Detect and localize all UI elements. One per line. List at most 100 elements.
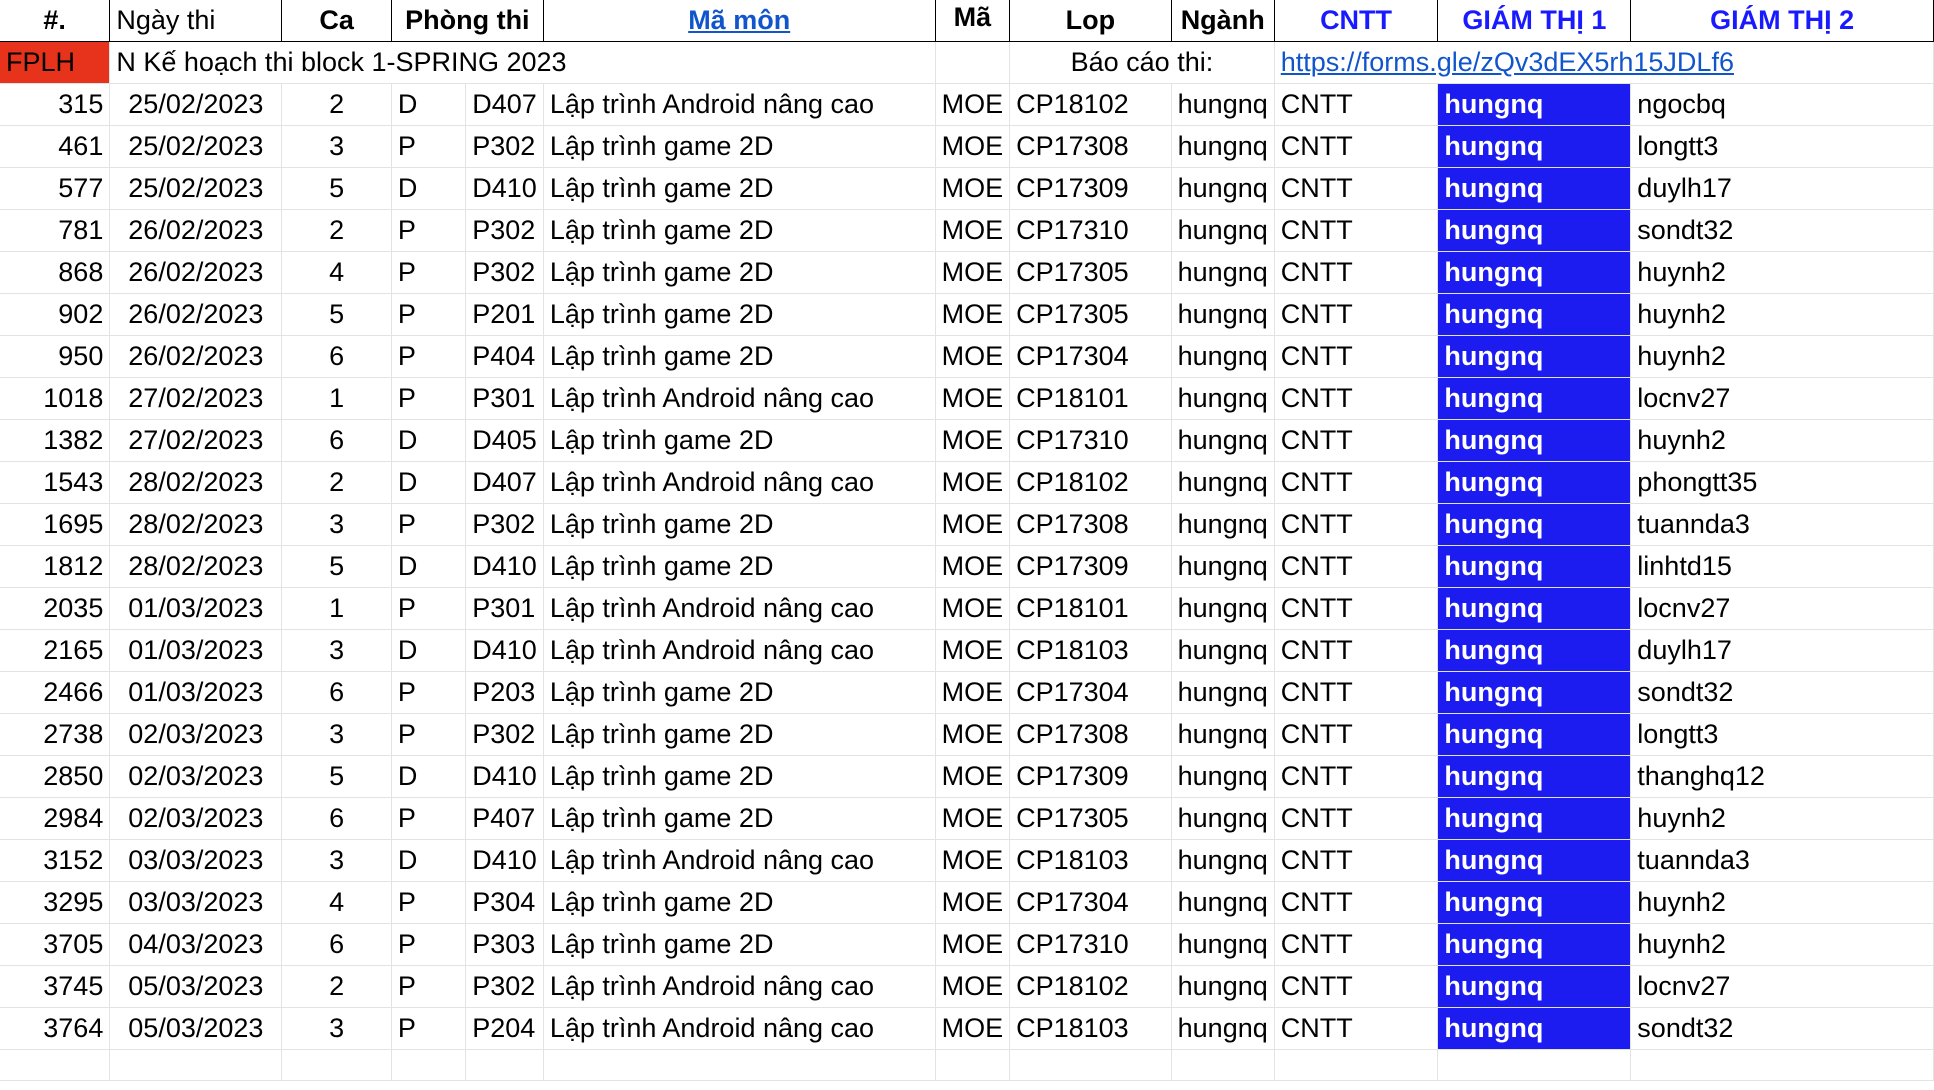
cell-code[interactable]: MOE — [935, 965, 1011, 1008]
cell-major[interactable]: hungnq — [1171, 293, 1275, 336]
cell-gt1[interactable]: hungnq — [1437, 965, 1632, 1008]
cell-class[interactable]: CP18103 — [1009, 839, 1172, 882]
cell-subject[interactable]: Lập trình game 2D — [543, 713, 936, 756]
cell-num[interactable]: 3152 — [0, 839, 111, 882]
cell-shift[interactable]: 3 — [281, 713, 392, 756]
cell-shift[interactable]: 5 — [281, 545, 392, 588]
cell-major[interactable]: hungnq — [1171, 545, 1275, 588]
cell-date[interactable]: 02/03/2023 — [109, 713, 283, 756]
cell-date[interactable]: 03/03/2023 — [109, 881, 283, 924]
cell-subject[interactable]: Lập trình game 2D — [543, 209, 936, 252]
cell-gt2[interactable]: huynh2 — [1630, 335, 1934, 378]
cell-dept[interactable]: CNTT — [1274, 209, 1439, 252]
cell-date[interactable]: 27/02/2023 — [109, 377, 283, 420]
cell-block[interactable]: P — [391, 335, 467, 378]
cell-subject[interactable]: Lập trình game 2D — [543, 125, 936, 168]
cell-major[interactable]: hungnq — [1171, 125, 1275, 168]
cell-dept[interactable]: CNTT — [1274, 629, 1439, 672]
cell-shift[interactable]: 6 — [281, 797, 392, 840]
cell-num[interactable]: 1812 — [0, 545, 111, 588]
cell-gt1[interactable]: hungnq — [1437, 419, 1632, 462]
cell-block[interactable]: P — [391, 293, 467, 336]
cell-room[interactable]: P302 — [465, 251, 544, 294]
cell-date[interactable]: 26/02/2023 — [109, 335, 283, 378]
cell-subject[interactable]: Lập trình game 2D — [543, 881, 936, 924]
cell-major[interactable]: hungnq — [1171, 167, 1275, 210]
cell-code[interactable]: MOE — [935, 839, 1011, 882]
cell-room[interactable]: D407 — [465, 83, 544, 126]
cell-major[interactable]: hungnq — [1171, 965, 1275, 1008]
cell-date[interactable]: 02/03/2023 — [109, 755, 283, 798]
cell-dept[interactable]: CNTT — [1274, 335, 1439, 378]
header-num[interactable]: #. — [0, 0, 111, 42]
cell-subject[interactable]: Lập trình Android nâng cao — [543, 377, 936, 420]
cell-subject[interactable]: Lập trình Android nâng cao — [543, 839, 936, 882]
cell-gt2[interactable]: huynh2 — [1630, 923, 1934, 966]
cell-code[interactable]: MOE — [935, 377, 1011, 420]
cell-code[interactable]: MOE — [935, 335, 1011, 378]
cell-room[interactable]: D410 — [465, 755, 544, 798]
cell-num[interactable]: 2984 — [0, 797, 111, 840]
cell-class[interactable]: CP17305 — [1009, 293, 1172, 336]
cell-block[interactable]: P — [391, 125, 467, 168]
report-link[interactable]: https://forms.gle/zQv3dEX5rh15JDLf6 — [1274, 41, 1934, 84]
cell-room[interactable]: P201 — [465, 293, 544, 336]
cell-block[interactable]: P — [391, 1007, 467, 1050]
empty-cell[interactable] — [935, 41, 1011, 84]
cell-gt1[interactable]: hungnq — [1437, 251, 1632, 294]
cell-dept[interactable]: CNTT — [1274, 419, 1439, 462]
cell-gt1[interactable]: hungnq — [1437, 755, 1632, 798]
cell-room[interactable]: P303 — [465, 923, 544, 966]
cell-block[interactable]: D — [391, 755, 467, 798]
cell-date[interactable]: 26/02/2023 — [109, 251, 283, 294]
cell-shift[interactable]: 4 — [281, 251, 392, 294]
cell-major[interactable]: hungnq — [1171, 923, 1275, 966]
cell-gt1[interactable]: hungnq — [1437, 671, 1632, 714]
cell-gt1[interactable]: hungnq — [1437, 713, 1632, 756]
cell-gt2[interactable]: ngocbq — [1630, 83, 1934, 126]
cell-code[interactable]: MOE — [935, 209, 1011, 252]
cell-gt1[interactable]: hungnq — [1437, 839, 1632, 882]
empty-cell[interactable] — [1630, 1049, 1934, 1081]
cell-class[interactable]: CP17309 — [1009, 545, 1172, 588]
cell-class[interactable]: CP18103 — [1009, 1007, 1172, 1050]
cell-gt2[interactable]: sondt32 — [1630, 209, 1934, 252]
cell-num[interactable]: 1543 — [0, 461, 111, 504]
cell-room[interactable]: P203 — [465, 671, 544, 714]
cell-class[interactable]: CP17305 — [1009, 251, 1172, 294]
cell-gt2[interactable]: tuannda3 — [1630, 839, 1934, 882]
cell-major[interactable]: hungnq — [1171, 419, 1275, 462]
cell-num[interactable]: 3745 — [0, 965, 111, 1008]
cell-class[interactable]: CP18102 — [1009, 461, 1172, 504]
cell-shift[interactable]: 6 — [281, 923, 392, 966]
cell-code[interactable]: MOE — [935, 629, 1011, 672]
empty-cell[interactable] — [1437, 1049, 1632, 1081]
cell-date[interactable]: 02/03/2023 — [109, 797, 283, 840]
cell-num[interactable]: 3764 — [0, 1007, 111, 1050]
cell-room[interactable]: D410 — [465, 839, 544, 882]
cell-gt1[interactable]: hungnq — [1437, 545, 1632, 588]
cell-gt2[interactable]: huynh2 — [1630, 797, 1934, 840]
cell-gt1[interactable]: hungnq — [1437, 923, 1632, 966]
cell-room[interactable]: P301 — [465, 587, 544, 630]
cell-subject[interactable]: Lập trình Android nâng cao — [543, 587, 936, 630]
header-shift[interactable]: Ca — [281, 0, 392, 42]
header-gt2[interactable]: GIÁM THỊ 2 — [1630, 0, 1934, 42]
header-class[interactable]: Lop — [1009, 0, 1172, 42]
cell-dept[interactable]: CNTT — [1274, 167, 1439, 210]
cell-subject[interactable]: Lập trình game 2D — [543, 419, 936, 462]
cell-num[interactable]: 315 — [0, 83, 111, 126]
header-room[interactable]: Phòng thi — [391, 0, 544, 42]
cell-shift[interactable]: 3 — [281, 1007, 392, 1050]
cell-code[interactable]: MOE — [935, 1007, 1011, 1050]
cell-dept[interactable]: CNTT — [1274, 125, 1439, 168]
cell-date[interactable]: 27/02/2023 — [109, 419, 283, 462]
cell-gt1[interactable]: hungnq — [1437, 587, 1632, 630]
cell-code[interactable]: MOE — [935, 587, 1011, 630]
cell-dept[interactable]: CNTT — [1274, 797, 1439, 840]
cell-room[interactable]: D410 — [465, 545, 544, 588]
cell-num[interactable]: 781 — [0, 209, 111, 252]
cell-subject[interactable]: Lập trình game 2D — [543, 251, 936, 294]
empty-cell[interactable] — [391, 1049, 467, 1081]
cell-class[interactable]: CP17308 — [1009, 503, 1172, 546]
